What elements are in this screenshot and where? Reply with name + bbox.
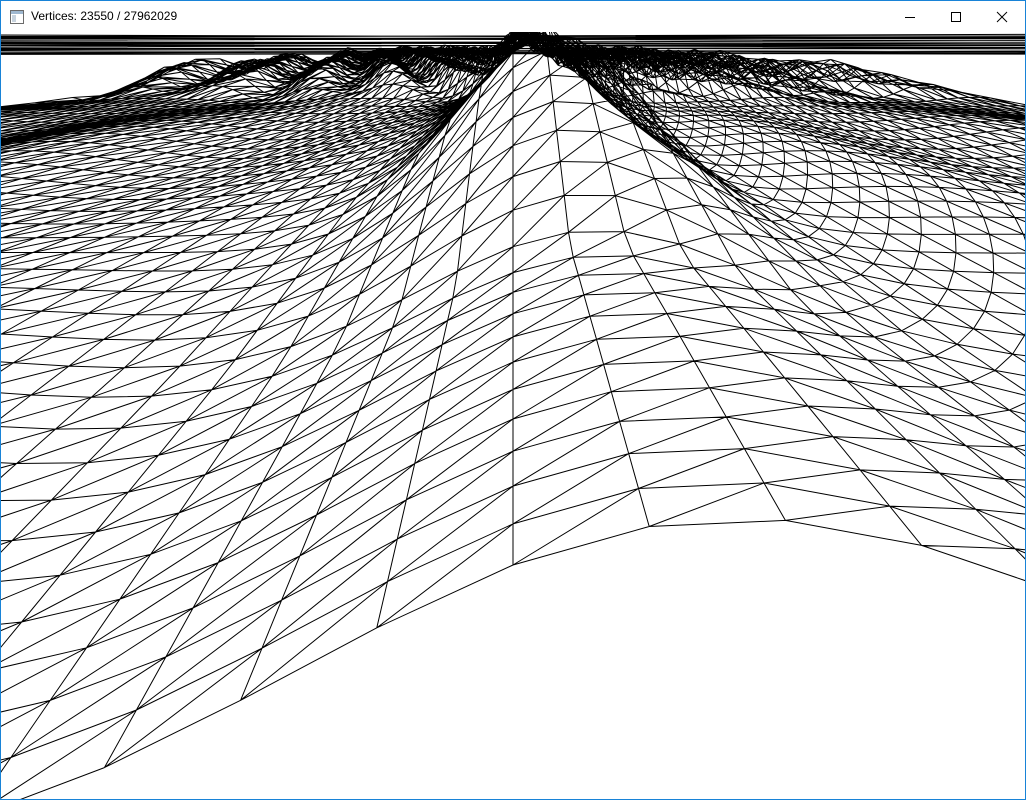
mesh-lines	[1, 32, 1025, 799]
title-bar[interactable]: Vertices: 23550 / 27962029	[1, 1, 1025, 32]
maximize-icon	[951, 11, 961, 22]
maximize-button[interactable]	[933, 1, 979, 32]
app-window-icon	[10, 9, 24, 24]
minimize-button[interactable]	[887, 1, 933, 32]
close-button[interactable]	[979, 1, 1025, 32]
window-title: Vertices: 23550 / 27962029	[31, 9, 178, 23]
terrain-wireframe-mesh	[1, 32, 1025, 799]
horizon-band	[1, 33, 1025, 55]
render-viewport[interactable]	[1, 32, 1025, 799]
close-icon	[996, 11, 1008, 22]
triangle-edges	[1, 32, 1025, 799]
minimize-icon	[905, 16, 915, 18]
